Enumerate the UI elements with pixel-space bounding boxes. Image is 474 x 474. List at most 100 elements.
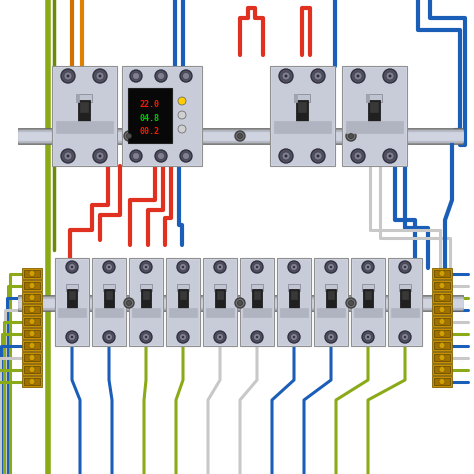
Circle shape bbox=[124, 131, 134, 141]
Circle shape bbox=[367, 266, 369, 268]
Circle shape bbox=[439, 379, 445, 384]
Bar bbox=[432, 268, 452, 279]
Circle shape bbox=[219, 336, 221, 338]
Bar bbox=[80, 102, 88, 112]
Bar bbox=[289, 289, 299, 313]
Circle shape bbox=[93, 69, 107, 83]
Bar bbox=[143, 291, 149, 299]
Circle shape bbox=[182, 266, 184, 268]
Circle shape bbox=[314, 152, 322, 160]
Bar bbox=[76, 94, 79, 102]
Circle shape bbox=[439, 319, 445, 325]
Bar bbox=[69, 291, 75, 299]
Circle shape bbox=[69, 264, 75, 271]
Bar bbox=[22, 364, 42, 375]
Circle shape bbox=[404, 336, 406, 338]
Bar bbox=[169, 308, 197, 317]
Bar bbox=[368, 100, 380, 130]
Bar bbox=[22, 340, 42, 351]
Bar bbox=[54, 68, 115, 164]
Bar bbox=[328, 291, 334, 299]
Bar bbox=[434, 318, 450, 325]
Bar bbox=[366, 94, 382, 102]
Bar bbox=[316, 260, 346, 344]
Bar bbox=[366, 94, 369, 102]
Bar bbox=[206, 308, 234, 317]
Bar bbox=[365, 291, 371, 299]
Circle shape bbox=[69, 334, 75, 340]
Circle shape bbox=[178, 125, 186, 133]
Circle shape bbox=[180, 150, 192, 162]
Circle shape bbox=[439, 330, 445, 337]
Circle shape bbox=[284, 74, 288, 78]
Bar bbox=[67, 289, 77, 313]
Bar bbox=[66, 284, 78, 291]
Bar bbox=[326, 289, 336, 313]
Circle shape bbox=[108, 266, 110, 268]
Circle shape bbox=[133, 153, 139, 159]
Bar bbox=[296, 100, 308, 130]
Bar bbox=[242, 260, 272, 344]
Bar bbox=[22, 280, 42, 291]
Circle shape bbox=[237, 134, 243, 138]
Circle shape bbox=[256, 266, 258, 268]
Bar bbox=[94, 260, 124, 344]
Bar bbox=[180, 291, 186, 299]
Circle shape bbox=[401, 334, 409, 340]
Bar bbox=[24, 306, 40, 313]
Circle shape bbox=[293, 336, 295, 338]
Bar bbox=[140, 284, 152, 291]
Bar bbox=[434, 306, 450, 313]
Circle shape bbox=[386, 152, 394, 160]
Circle shape bbox=[96, 152, 104, 160]
Bar bbox=[95, 308, 123, 317]
Circle shape bbox=[330, 266, 332, 268]
Circle shape bbox=[29, 283, 35, 289]
Circle shape bbox=[66, 74, 70, 78]
Circle shape bbox=[99, 74, 101, 78]
Circle shape bbox=[219, 266, 221, 268]
Bar bbox=[18, 128, 463, 144]
Bar bbox=[298, 102, 306, 112]
Bar bbox=[434, 354, 450, 361]
Circle shape bbox=[93, 149, 107, 163]
Circle shape bbox=[356, 74, 359, 78]
Circle shape bbox=[214, 331, 226, 343]
Bar bbox=[432, 304, 452, 315]
Circle shape bbox=[439, 271, 445, 276]
Bar bbox=[58, 308, 86, 317]
Circle shape bbox=[439, 283, 445, 289]
Circle shape bbox=[140, 331, 152, 343]
Bar bbox=[240, 258, 274, 346]
Circle shape bbox=[61, 69, 75, 83]
Bar bbox=[106, 291, 112, 299]
Circle shape bbox=[389, 74, 392, 78]
Circle shape bbox=[180, 264, 186, 271]
Circle shape bbox=[439, 307, 445, 312]
Bar bbox=[432, 352, 452, 363]
Circle shape bbox=[439, 366, 445, 373]
Bar bbox=[434, 342, 450, 349]
Circle shape bbox=[177, 261, 189, 273]
Bar bbox=[22, 292, 42, 303]
Bar bbox=[432, 328, 452, 339]
Bar bbox=[103, 284, 115, 291]
Circle shape bbox=[64, 72, 72, 80]
Bar bbox=[241, 259, 273, 345]
Bar bbox=[53, 67, 116, 165]
Bar bbox=[129, 258, 163, 346]
Bar bbox=[362, 284, 374, 291]
Bar bbox=[351, 258, 385, 346]
Circle shape bbox=[157, 153, 164, 159]
Circle shape bbox=[217, 264, 224, 271]
Bar bbox=[215, 289, 225, 313]
Circle shape bbox=[143, 334, 149, 340]
Circle shape bbox=[311, 69, 325, 83]
Circle shape bbox=[284, 155, 288, 157]
Bar bbox=[432, 376, 452, 387]
Circle shape bbox=[256, 336, 258, 338]
Circle shape bbox=[145, 266, 147, 268]
Bar bbox=[434, 378, 450, 385]
Circle shape bbox=[362, 331, 374, 343]
Circle shape bbox=[365, 264, 372, 271]
